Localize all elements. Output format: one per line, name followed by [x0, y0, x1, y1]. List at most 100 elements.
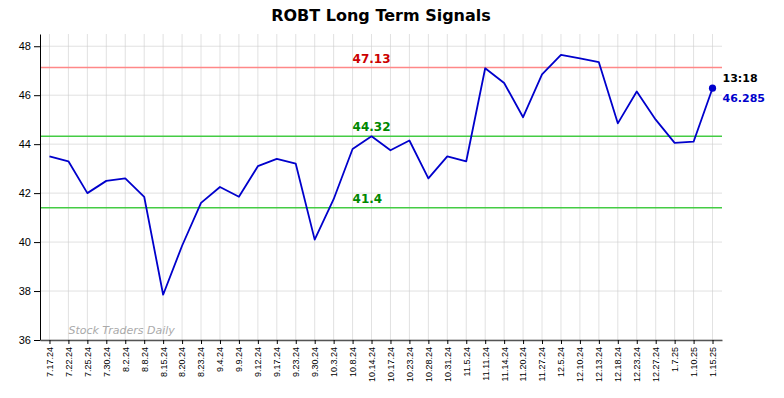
- x-tick-label: 8.15.24: [159, 347, 169, 377]
- x-tick-mark: [485, 340, 486, 344]
- x-tick-label: 9.12.24: [253, 347, 263, 377]
- x-tick: 9.30.24: [310, 340, 320, 377]
- y-tick-mark: [34, 144, 40, 145]
- y-tick-label: 46: [19, 89, 31, 101]
- x-tick-label: 7.30.24: [102, 347, 112, 377]
- x-tick-label: 12.10.24: [575, 347, 585, 382]
- x-tick-mark: [372, 340, 373, 344]
- x-tick-label: 11.11.24: [481, 347, 491, 381]
- x-tick-label: 7.22.24: [64, 347, 74, 377]
- x-tick: 7.30.24: [102, 340, 112, 377]
- x-tick-label: 10.8.24: [348, 347, 358, 377]
- plot-area: [40, 55, 722, 295]
- x-tick-label: 8.23.24: [196, 347, 206, 377]
- x-tick-label: 12.27.24: [651, 347, 661, 382]
- x-tick-mark: [390, 340, 391, 344]
- x-tick-label: 11.5.24: [462, 347, 472, 376]
- x-tick-mark: [258, 340, 259, 344]
- x-tick: 12.18.24: [613, 340, 623, 382]
- x-tick: 10.28.24: [424, 340, 434, 382]
- reference-label: 47.13: [353, 52, 391, 66]
- y-grid-line: [40, 291, 722, 292]
- x-grid-line: [617, 34, 618, 340]
- x-tick-label: 9.9.24: [234, 347, 244, 372]
- x-tick-mark: [694, 340, 695, 344]
- x-tick-label: 10.28.24: [424, 347, 434, 382]
- x-tick-mark: [447, 340, 448, 344]
- y-tick: 40: [19, 236, 40, 248]
- last-point-label: 46.285: [723, 92, 765, 105]
- series-line: [49, 55, 712, 295]
- x-tick-mark: [315, 340, 316, 344]
- y-tick: 42: [19, 187, 40, 199]
- x-tick-label: 11.27.24: [537, 347, 547, 381]
- x-tick: 8.2.24: [121, 340, 131, 372]
- x-grid-line: [295, 34, 296, 340]
- x-tick-mark: [618, 340, 619, 344]
- background: [0, 0, 784, 398]
- y-tick: 38: [19, 285, 40, 297]
- x-tick: 1.7.25: [670, 340, 680, 372]
- x-tick-mark: [334, 340, 335, 344]
- x-tick: 9.9.24: [234, 340, 244, 372]
- x-tick-mark: [106, 340, 107, 344]
- x-tick-mark: [277, 340, 278, 344]
- y-grid-line: [40, 95, 722, 96]
- x-tick-mark: [713, 340, 714, 344]
- x-tick: 10.17.24: [386, 340, 396, 382]
- x-tick-label: 9.17.24: [272, 347, 282, 377]
- x-tick: 12.13.24: [594, 340, 604, 382]
- x-tick: 11.20.24: [518, 340, 528, 381]
- x-grid-line: [144, 34, 145, 340]
- x-tick-mark: [523, 340, 524, 344]
- x-tick: 11.11.24: [481, 340, 491, 381]
- x-grid-line: [371, 34, 372, 340]
- x-tick-label: 7.25.24: [83, 347, 93, 377]
- x-tick-mark: [296, 340, 297, 344]
- y-tick-label: 42: [19, 187, 31, 199]
- x-tick: 7.22.24: [64, 340, 74, 377]
- x-grid-line: [314, 34, 315, 340]
- y-tick: 44: [19, 138, 40, 150]
- x-tick-label: 7.17.24: [45, 347, 55, 377]
- x-grid-line: [485, 34, 486, 340]
- watermark: Stock Traders Daily: [68, 324, 175, 337]
- x-tick-label: 8.2.24: [121, 347, 131, 372]
- x-tick: 10.23.24: [405, 340, 415, 382]
- y-tick-label: 48: [19, 40, 31, 52]
- x-tick-mark: [125, 340, 126, 344]
- x-tick-mark: [182, 340, 183, 344]
- reference-labels: 47.1344.3241.4: [353, 52, 391, 206]
- x-tick: 10.14.24: [367, 340, 377, 382]
- last-point-label: 13:18: [723, 72, 758, 85]
- x-tick-mark: [561, 340, 562, 344]
- x-grid-line: [504, 34, 505, 340]
- x-tick-label: 9.30.24: [310, 347, 320, 377]
- x-grid-line: [560, 34, 561, 340]
- y-tick: 36: [19, 334, 40, 346]
- x-tick-mark: [87, 340, 88, 344]
- x-axis-line: [41, 340, 723, 342]
- x-grid-line: [352, 34, 353, 340]
- last-point: [709, 85, 716, 92]
- x-grid-line: [68, 34, 69, 340]
- y-tick-mark: [34, 242, 40, 243]
- x-grid-line: [333, 34, 334, 340]
- x-tick-mark: [163, 340, 164, 344]
- y-tick-label: 38: [19, 285, 31, 297]
- x-tick: 12.5.24: [556, 340, 566, 377]
- x-grid-line: [579, 34, 580, 340]
- y-tick-mark: [34, 340, 40, 341]
- y-tick-mark: [34, 95, 40, 96]
- x-grid-line: [542, 34, 543, 340]
- x-grid-line: [87, 34, 88, 340]
- x-tick-mark: [409, 340, 410, 344]
- y-grid-line: [40, 46, 722, 47]
- x-grid-line: [712, 34, 713, 340]
- x-grid-line: [238, 34, 239, 340]
- x-tick-mark: [504, 340, 505, 344]
- x-grid-line: [106, 34, 107, 340]
- x-tick-label: 1.15.25: [708, 347, 718, 377]
- y-tick-mark: [34, 193, 40, 194]
- x-grid-line: [636, 34, 637, 340]
